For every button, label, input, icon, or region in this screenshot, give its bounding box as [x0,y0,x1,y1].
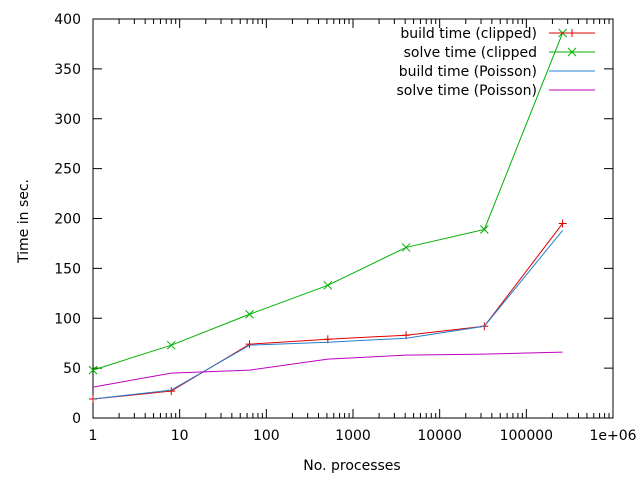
data-point [558,219,567,228]
x-tick-label: 1 [89,428,98,444]
legend-marker [567,47,577,57]
x-axis-ticks: 1 10 100 1000 10000 100000 1e+06 [89,19,637,444]
x-axis-title: No. processes [303,458,400,474]
y-tick-label: 100 [54,311,81,327]
series-line [92,230,563,400]
series-1 [88,28,567,375]
y-tick-label: 250 [54,162,81,178]
legend-label: solve time (clipped [404,45,537,61]
y-tick-label: 150 [54,261,81,277]
data-point [88,365,98,375]
legend-item: build time (Poisson) [399,64,595,80]
y-tick-label: 200 [54,212,81,228]
series-layer [88,28,567,404]
data-point [167,387,176,396]
legend-item: build time (clipped) [400,26,595,42]
x-tick-label: 1000 [335,428,371,444]
series-3 [92,351,563,388]
series-line [92,223,564,400]
x-tick-label: 100000 [500,428,553,444]
x-tick-label: 100 [253,428,280,444]
legend-item: solve time (clipped [404,45,595,61]
y-tick-label: 400 [54,12,81,28]
series-2 [92,230,563,400]
data-point [401,243,411,252]
data-point [245,340,254,349]
legend-marker [568,29,576,37]
y-tick-label: 350 [54,62,81,78]
legend-item: solve time (Poisson) [396,83,595,99]
x-tick-label: 10 [171,428,189,444]
data-point [245,309,254,319]
legend-label: solve time (Poisson) [396,83,537,99]
y-tick-label: 300 [54,112,81,128]
y-axis-ticks: 0 50 100 150 200 250 300 350 400 [54,12,613,427]
legend-label: build time (Poisson) [399,64,537,80]
x-tick-label: 10000 [417,428,462,444]
data-point [166,340,176,350]
series-line [92,351,563,388]
data-point [323,280,333,290]
y-tick-label: 50 [63,361,81,377]
data-point [479,225,489,234]
y-tick-label: 0 [72,411,81,427]
legend-label: build time (clipped) [400,26,537,42]
legend: build time (clipped) solve time (clipped b… [396,26,595,99]
x-tick-label: 1e+06 [589,428,636,444]
y-axis-title: Time in sec. [16,179,32,264]
